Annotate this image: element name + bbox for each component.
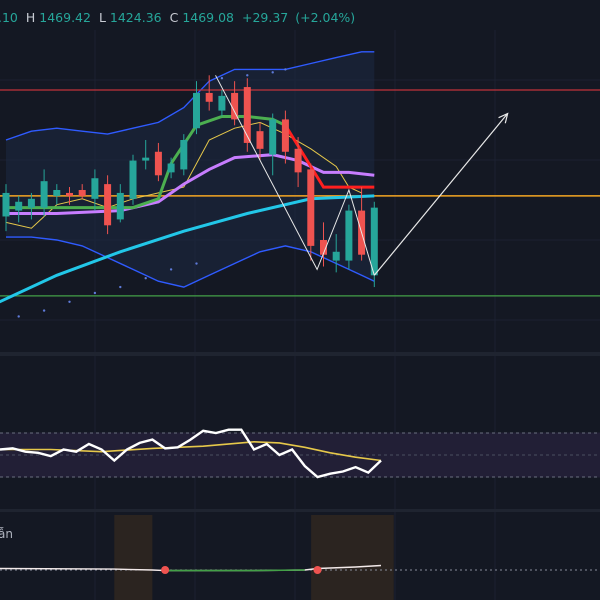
candle-body xyxy=(78,190,86,196)
candle-body xyxy=(91,178,99,199)
candle-body xyxy=(332,251,340,261)
candle[interactable] xyxy=(218,90,226,117)
parabolic-sar-dot xyxy=(284,68,287,71)
pane-separator-top[interactable] xyxy=(0,352,600,356)
candle[interactable] xyxy=(116,184,124,223)
candle[interactable] xyxy=(281,110,289,164)
candle[interactable] xyxy=(167,157,175,179)
projection-arrowhead[interactable] xyxy=(498,112,509,124)
candle-body xyxy=(104,184,112,226)
ohlc-readout: .10 H 1469.42 L 1424.36 C 1469.08 +29.37… xyxy=(0,10,355,25)
lower-pane-shaded-range xyxy=(114,515,153,600)
ohlc-change-percent: (+2.04%) xyxy=(295,10,355,25)
lower-indicator-pane[interactable] xyxy=(0,515,600,600)
candle[interactable] xyxy=(27,192,35,220)
parabolic-sar-dot xyxy=(68,300,71,303)
candle[interactable] xyxy=(154,142,162,182)
candle-body xyxy=(231,92,239,120)
lower-indicator-line-green xyxy=(165,569,305,572)
ohlc-low-value: 1424.36 xyxy=(110,10,162,25)
candle[interactable] xyxy=(129,154,137,205)
candle-body xyxy=(154,151,162,176)
candle[interactable] xyxy=(78,184,86,199)
candle[interactable] xyxy=(40,169,48,217)
parabolic-sar-dot xyxy=(271,71,274,74)
candle-body xyxy=(193,92,200,129)
candle[interactable] xyxy=(53,184,61,205)
candle-body xyxy=(370,207,378,276)
rsi-pane[interactable] xyxy=(0,428,600,479)
candle-body xyxy=(15,201,23,211)
candle-body xyxy=(142,157,150,161)
ohlc-high-key: H xyxy=(26,10,35,25)
parabolic-sar-dot xyxy=(119,285,122,289)
lower-pane-label: ẫn xyxy=(0,527,13,541)
candle[interactable] xyxy=(91,169,99,211)
parabolic-sar-dot xyxy=(169,268,173,271)
parabolic-sar-dot xyxy=(246,74,249,77)
zigzag-pattern-line xyxy=(215,75,375,276)
candle-body xyxy=(256,131,264,149)
candle-body xyxy=(218,95,226,111)
ohlc-low-key: L xyxy=(99,10,106,25)
pane-separator-bottom[interactable] xyxy=(0,509,600,512)
rsi-ma-line xyxy=(0,440,382,462)
parabolic-sar-dot xyxy=(144,277,147,280)
ohlc-change-value: +29.37 xyxy=(242,10,288,25)
ohlc-high-value: 1469.42 xyxy=(39,10,91,25)
lower-indicator-marker xyxy=(313,566,322,574)
parabolic-sar-dot xyxy=(93,291,97,295)
candle-body xyxy=(269,119,277,155)
candle-body xyxy=(294,148,302,173)
candle-body xyxy=(53,190,61,196)
candle[interactable] xyxy=(180,134,188,176)
candle-body xyxy=(116,192,124,220)
parabolic-sar-dot xyxy=(195,262,198,265)
candle[interactable] xyxy=(332,234,340,273)
candle-body xyxy=(345,210,353,261)
candle[interactable] xyxy=(104,175,112,235)
candle-body xyxy=(180,140,188,170)
candle[interactable] xyxy=(307,163,315,261)
candle[interactable] xyxy=(294,137,302,188)
price-pane[interactable] xyxy=(0,51,600,318)
candle[interactable] xyxy=(243,78,251,152)
candle[interactable] xyxy=(15,195,23,223)
parabolic-sar-dot xyxy=(220,77,224,80)
candle-body xyxy=(243,87,251,143)
candle[interactable] xyxy=(345,204,353,270)
candle-body xyxy=(307,169,315,246)
projection-arrow-line[interactable] xyxy=(373,113,509,276)
ohlc-close-value: 1469.08 xyxy=(182,10,234,25)
candle-body xyxy=(167,163,175,173)
candle[interactable] xyxy=(2,184,10,232)
lower-pane-shaded-range xyxy=(311,515,394,600)
candle[interactable] xyxy=(320,222,327,267)
candle[interactable] xyxy=(205,75,213,111)
candle[interactable] xyxy=(231,81,239,126)
candle-body xyxy=(40,181,48,208)
ohlc-close-key: C xyxy=(170,10,179,25)
candle[interactable] xyxy=(256,122,264,161)
candle[interactable] xyxy=(370,201,378,288)
candle-body xyxy=(129,160,137,199)
candle-body xyxy=(27,198,35,208)
candle[interactable] xyxy=(142,140,150,170)
rsi-line xyxy=(0,428,382,479)
ohlc-open-value: .10 xyxy=(0,10,18,25)
candle-body xyxy=(205,92,213,102)
parabolic-sar-dot xyxy=(17,315,20,318)
candle-body xyxy=(320,240,327,255)
candle-body xyxy=(281,119,289,152)
parabolic-sar-dot xyxy=(42,309,46,312)
bollinger-band-fill xyxy=(6,51,375,288)
ema-fast-line-down xyxy=(284,124,375,189)
candle[interactable] xyxy=(66,187,73,205)
candle[interactable] xyxy=(269,113,277,176)
candle[interactable] xyxy=(193,81,200,135)
lower-indicator-marker xyxy=(161,566,170,574)
candle-body xyxy=(2,192,10,217)
candle-body xyxy=(66,192,73,196)
